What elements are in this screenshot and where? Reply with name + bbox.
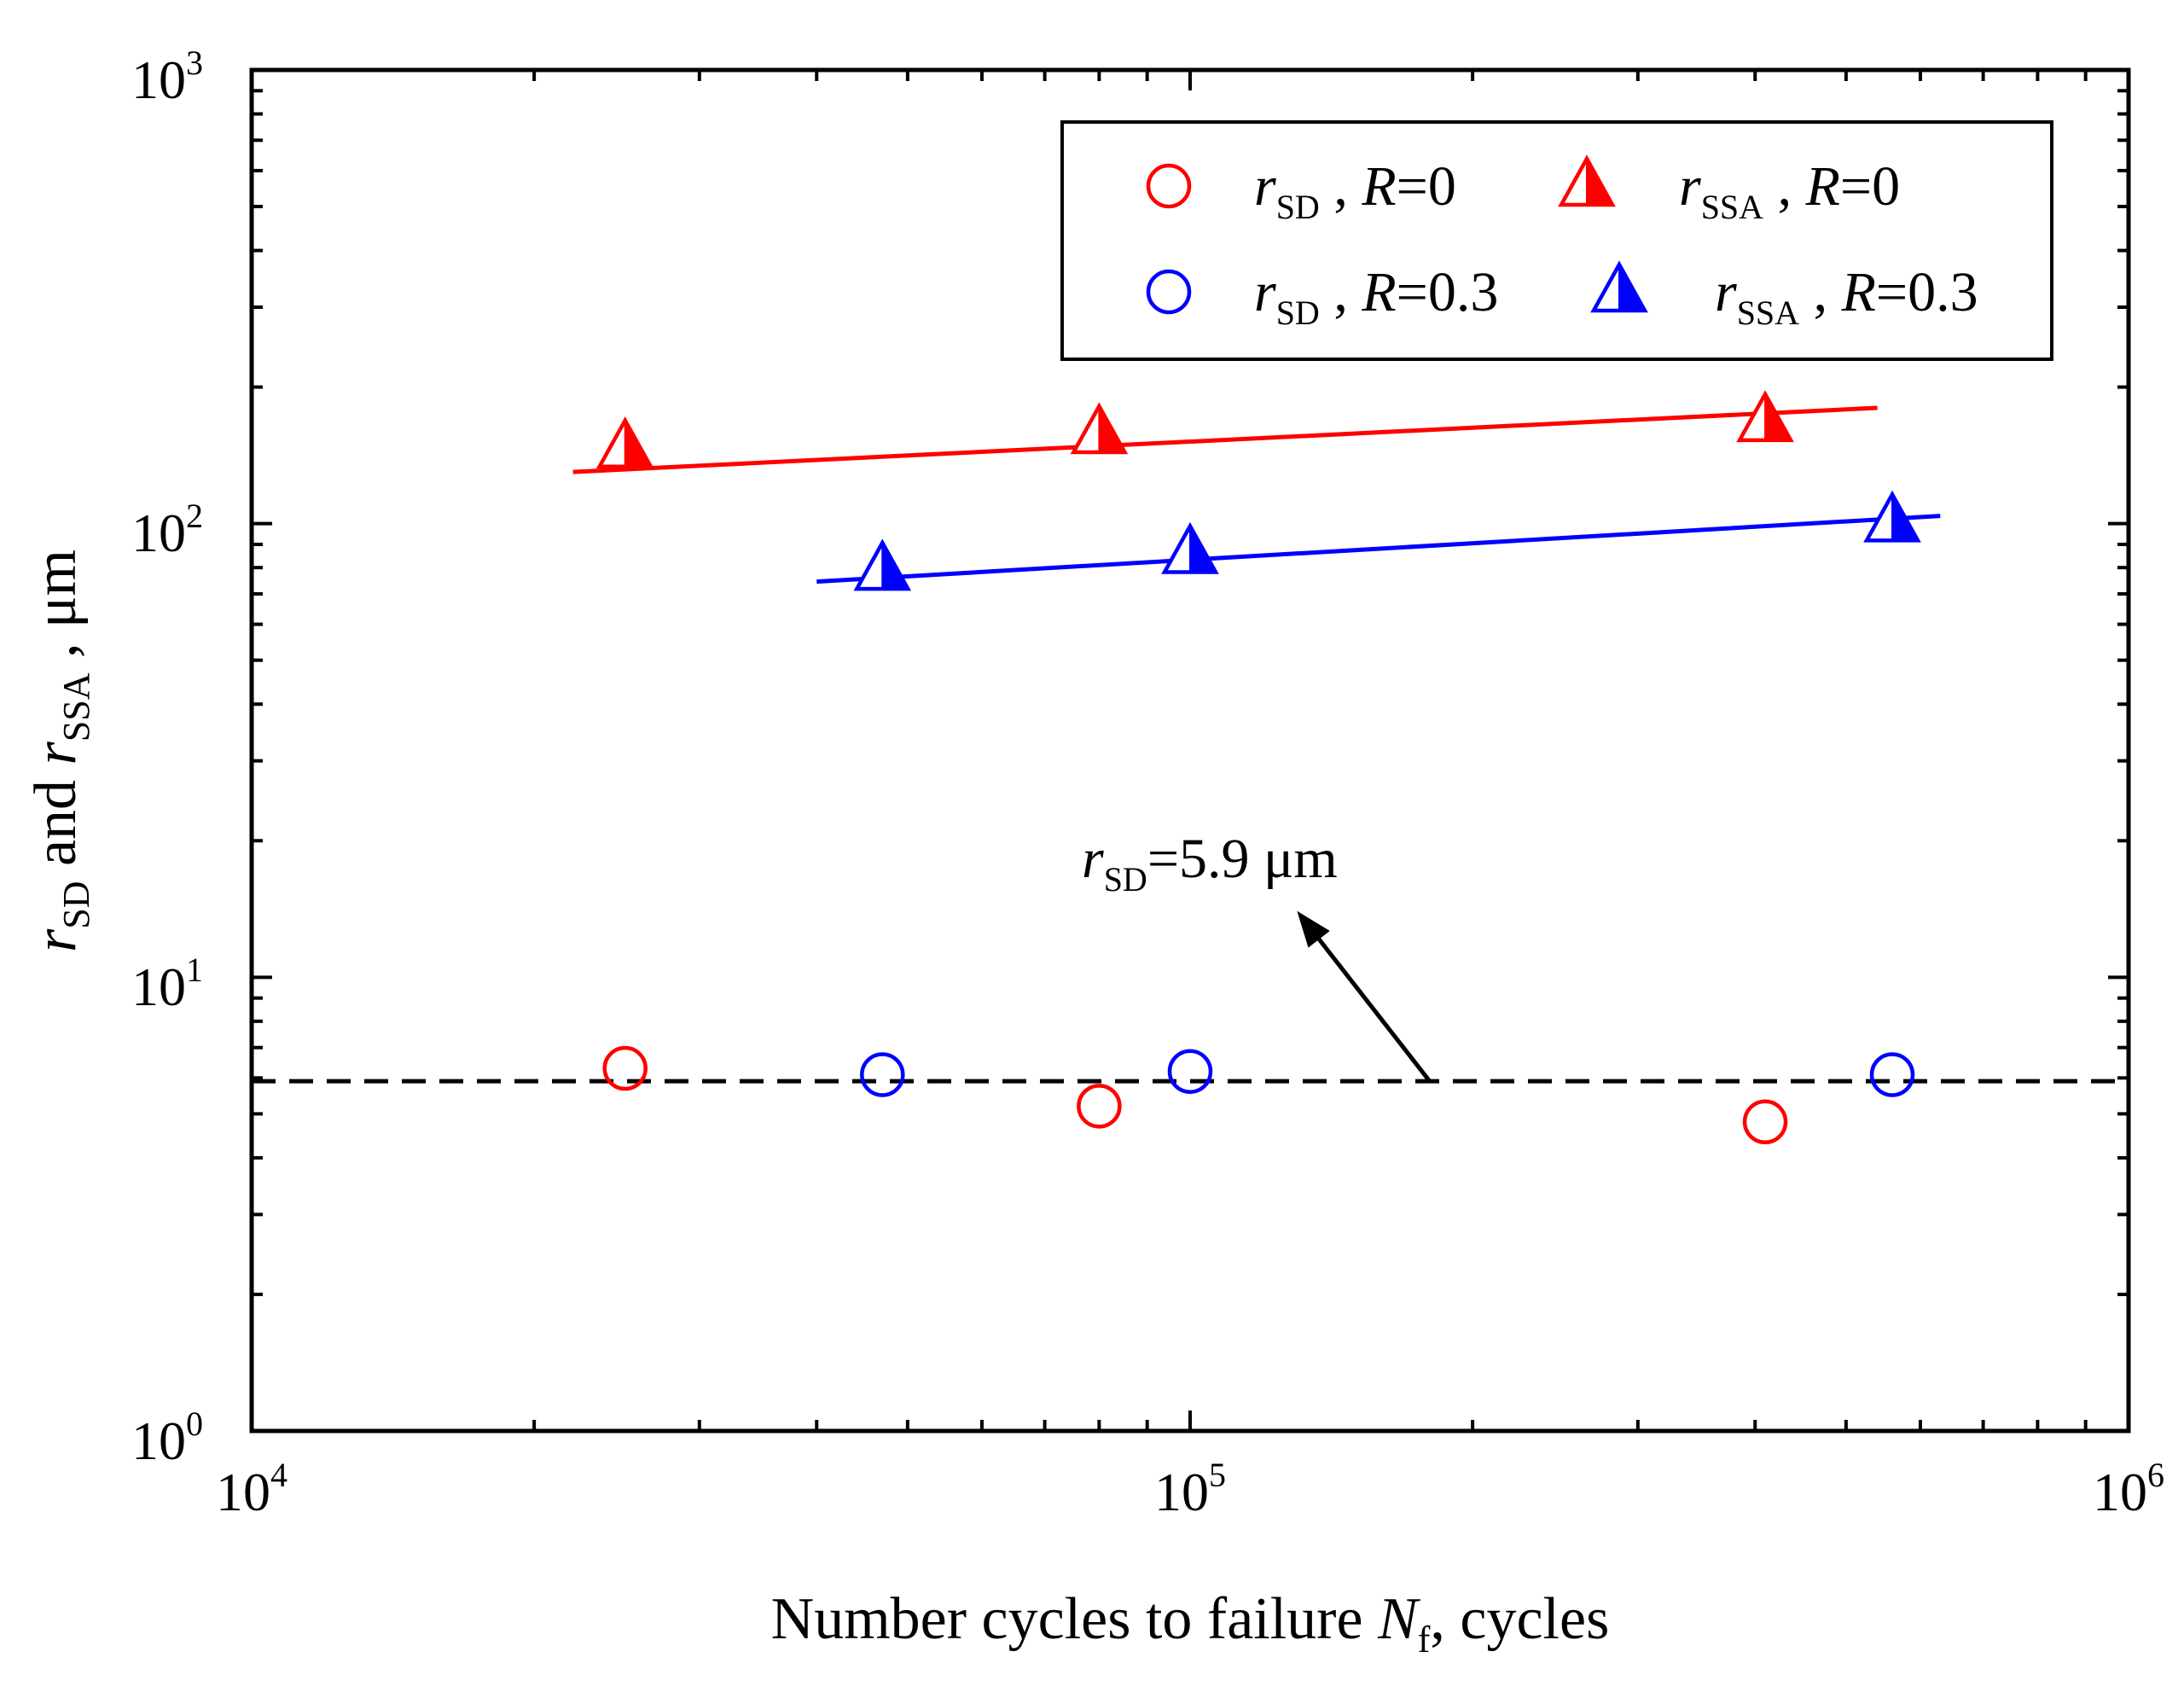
triangle-fill-half	[624, 416, 653, 468]
y-tick-label-0: 100	[131, 1404, 203, 1471]
annotation-label: rSD=5.9 μm	[1082, 828, 1338, 899]
fit-lines	[572, 405, 1941, 584]
legend-label-rssa-r0: rSSA , R=0	[1679, 155, 1900, 226]
legend-marker-rssa-r0	[1558, 154, 1616, 207]
fit-line-3	[816, 514, 1941, 584]
legend-label-rsd-r0: rSD , R=0	[1254, 155, 1456, 226]
data-point-s1-p0	[595, 416, 654, 468]
data-point-s0-p1	[1077, 1084, 1122, 1129]
y-tick-label-1: 101	[131, 951, 203, 1017]
legend: rSD , R=0 rSSA , R=0 rSD , R=0.3 rSSA , …	[1060, 120, 2053, 361]
legend-marker-rssa-r03	[1590, 260, 1648, 313]
annotation-arrow	[1317, 938, 1432, 1083]
triangle-fill-half	[1764, 391, 1792, 441]
data-point-s0-p0	[602, 1045, 648, 1091]
data-point-s2-p1	[1167, 1049, 1213, 1094]
y-tick-labels: 100 101 102 103	[131, 44, 203, 1471]
data-point-s2-p0	[860, 1052, 905, 1097]
triangle-fill-half	[881, 539, 910, 590]
reference-line-group	[252, 910, 2129, 1084]
annotation-arrowhead	[1297, 910, 1330, 948]
data-point-s3-p1	[1161, 521, 1219, 574]
legend-item-rssa-r03: rSSA , R=0.3	[1590, 260, 1978, 332]
x-axis-title: Number cycles to failure Nf, cycles	[771, 1586, 1610, 1660]
legend-item-rsd-r03: rSD , R=0.3	[1146, 261, 1498, 332]
legend-marker-rsd-r0	[1146, 163, 1192, 209]
ticks	[250, 68, 2130, 1433]
data-point-s3-p2	[1863, 490, 1921, 543]
x-tick-label-1: 105	[1154, 1456, 1226, 1522]
legend-item-rsd-r0: rSD , R=0	[1146, 155, 1456, 226]
triangle-fill-half	[1189, 522, 1217, 573]
data-point-s0-p2	[1742, 1099, 1788, 1145]
legend-label-rsd-r03: rSD , R=0.3	[1254, 261, 1498, 332]
x-tick-label-2: 106	[2093, 1456, 2164, 1522]
legend-box	[1060, 120, 2053, 361]
triangle-fill-half	[1098, 403, 1127, 454]
y-tick-label-3: 103	[131, 44, 203, 110]
data-point-s3-p0	[853, 538, 912, 591]
legend-label-rssa-r03: rSSA , R=0.3	[1715, 261, 1978, 332]
triangle-fill-half	[1891, 491, 1920, 542]
y-tick-label-2: 102	[131, 497, 203, 563]
x-tick-label-0: 104	[216, 1456, 288, 1522]
y-axis-title: rSD and rSSA , μm	[23, 550, 97, 952]
data-point-s1-p2	[1736, 390, 1794, 443]
fit-line-1	[572, 405, 1878, 474]
legend-item-rssa-r0: rSSA , R=0	[1558, 154, 1900, 226]
x-tick-labels: 104 105 106	[216, 1456, 2164, 1522]
data-markers	[595, 390, 1921, 1145]
data-point-s2-p2	[1869, 1052, 1915, 1097]
legend-marker-rsd-r03	[1146, 269, 1192, 315]
data-point-s1-p1	[1070, 402, 1129, 455]
